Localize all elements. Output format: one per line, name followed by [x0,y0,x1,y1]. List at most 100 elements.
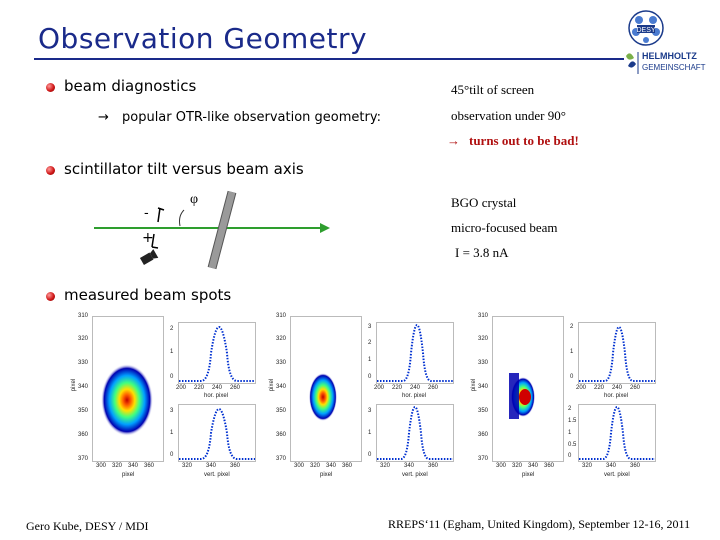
int-tick: 0 [570,374,574,380]
int-tick: 1 [568,430,572,436]
x-tick: 320 [512,463,523,469]
y-tick: 310 [276,313,287,319]
logo-badge: DESY [636,27,655,34]
y-tick: 340 [78,384,89,390]
beam-spot-figure-3: 310 320 330 340 350 360 370 pixel 300 32… [464,312,660,482]
x-axis-label: pixel [522,472,535,478]
int-tick: 1 [170,430,174,436]
page-title: Observation Geometry [38,22,368,55]
beam-spot-figure-1: 310 320 330 340 350 360 370 pixel 300 32… [64,312,260,482]
int-tick: 0 [368,452,372,458]
footer-conference: RREPS‘11 (Egham, United Kingdom), Septem… [388,517,691,531]
bullet-icon [46,83,55,92]
x-tick: 240 [612,385,623,391]
x-tick: 300 [294,463,305,469]
int-tick: 1 [368,430,372,436]
x-tick: 360 [428,463,439,469]
tilt-screen-text: 45°tilt of screen [451,82,535,97]
x-tick: 360 [342,463,353,469]
int-tick: 1.5 [568,418,577,424]
int-tick: 2 [368,340,372,346]
y-tick: 350 [78,408,89,414]
x-tick: 220 [194,385,205,391]
x-tick: 240 [410,385,421,391]
micro-beam-text: micro-focused beam [451,220,558,235]
x-tick: 320 [182,463,193,469]
vert-profile [178,404,256,462]
beam-arrow-icon [320,223,330,233]
int-tick: 0 [368,374,372,380]
vert-profile [578,404,656,462]
y-tick: 360 [478,432,489,438]
y-tick: 370 [478,456,489,462]
x-tick: 340 [404,463,415,469]
bad-result-text: turns out to be bad! [469,133,579,148]
x-tick: 340 [606,463,617,469]
beam-spot-image [92,316,164,462]
x-tick: 320 [380,463,391,469]
vert-pixel-label: vert. pixel [402,472,428,478]
beam-spot-image [492,316,564,462]
beam-spot-figure-2: 310 320 330 340 350 360 370 pixel 300 32… [262,312,458,482]
x-tick: 300 [96,463,107,469]
x-tick: 260 [428,385,439,391]
y-axis-label: pixel [269,378,276,392]
x-tick: 340 [528,463,539,469]
y-tick: 310 [478,313,489,319]
y-axis-label: pixel [71,378,78,392]
y-tick: 320 [478,336,489,342]
footer-author: Gero Kube, DESY / MDI [26,519,149,533]
x-tick: 360 [544,463,555,469]
x-tick: 340 [326,463,337,469]
vert-profile [376,404,454,462]
x-tick: 260 [630,385,641,391]
current-text: I = 3.8 nA [455,245,509,260]
x-axis-label: pixel [122,472,135,478]
bullet-measured: measured beam spots [64,286,232,304]
int-tick: 3 [368,408,372,414]
minus-label: - [144,206,149,221]
hor-pixel-label: hor. pixel [204,393,229,399]
arrow-icon: → [447,133,460,148]
y-tick: 370 [276,456,287,462]
int-tick: 2 [570,324,574,330]
helmholtz-logo: DESY HELMHOLTZ GEMEINSCHAFT [622,6,716,76]
int-tick: 0 [170,452,174,458]
y-tick: 370 [78,456,89,462]
y-tick: 310 [78,313,89,319]
int-tick: 0 [568,453,572,459]
int-tick: 3 [368,324,372,330]
observation-angle-text: observation under 90° [451,108,566,123]
hor-profile [376,322,454,384]
phi-label: φ [190,192,199,207]
vert-pixel-label: vert. pixel [604,472,630,478]
x-tick: 260 [230,385,241,391]
hor-pixel-label: hor. pixel [402,393,427,399]
y-tick: 360 [276,432,287,438]
x-tick: 200 [576,385,587,391]
y-tick: 350 [276,408,287,414]
tilt-diagram: φ - + [92,190,332,275]
y-tick: 330 [276,360,287,366]
x-tick: 200 [176,385,187,391]
plus-label: + [142,230,154,246]
x-tick: 220 [392,385,403,391]
y-tick: 340 [478,384,489,390]
x-tick: 340 [128,463,139,469]
int-tick: 0.5 [568,442,577,448]
logo-line1: HELMHOLTZ [642,51,697,61]
y-tick: 330 [78,360,89,366]
bullet-icon [46,166,55,175]
vert-pixel-label: vert. pixel [204,472,230,478]
y-tick: 340 [276,384,287,390]
int-tick: 2 [170,326,174,332]
hor-profile [178,322,256,384]
x-tick: 360 [630,463,641,469]
int-tick: 1 [570,349,574,355]
title-underline [34,58,624,60]
int-tick: 1 [170,349,174,355]
beam-spot-image [290,316,362,462]
x-tick: 320 [310,463,321,469]
x-tick: 200 [374,385,385,391]
x-tick: 340 [206,463,217,469]
